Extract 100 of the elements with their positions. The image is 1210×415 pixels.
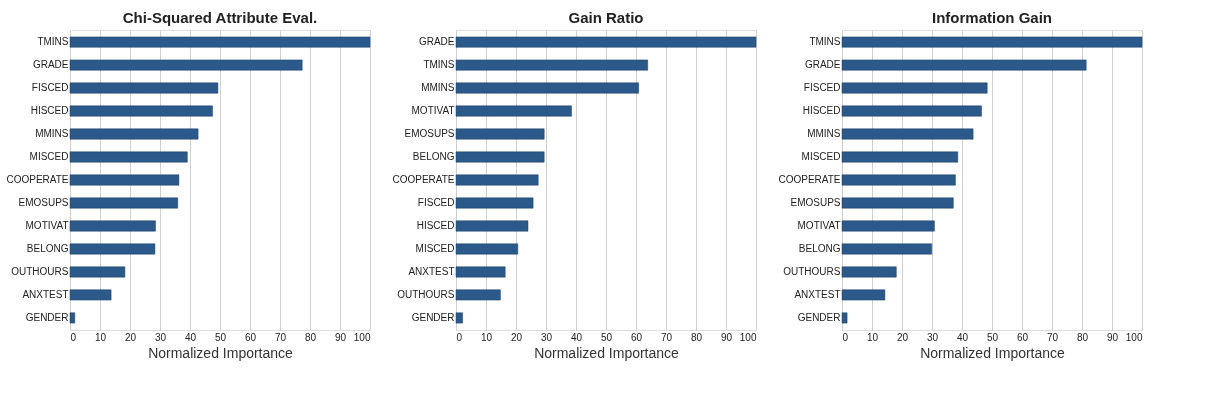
y-tick-label: EMOSUPS	[790, 196, 841, 208]
x-tick-label: 80	[690, 331, 703, 343]
bar	[455, 312, 463, 324]
x-tick-label: 80	[1076, 331, 1089, 343]
x-tick-label: 30	[926, 331, 939, 343]
bar	[841, 151, 959, 163]
y-tick-label: MOTIVAT	[797, 219, 841, 231]
chart-title: Information Gain	[932, 9, 1052, 26]
chart-title: Chi-Squared Attribute Eval.	[122, 9, 318, 26]
y-tick-label: GRADE	[32, 59, 69, 71]
chart-title: Gain Ratio	[568, 9, 644, 26]
y-tick-label: FISCED	[417, 196, 455, 208]
x-tick-label: 80	[304, 331, 317, 343]
x-tick-label: 90	[1106, 331, 1119, 343]
bar	[455, 59, 648, 71]
bar	[69, 174, 180, 186]
x-tick-label: 90	[334, 331, 347, 343]
bar	[69, 266, 126, 278]
x-tick-label: 70	[274, 331, 287, 343]
bar	[69, 197, 178, 209]
y-tick-label: ANXTEST	[408, 265, 455, 277]
bar	[841, 128, 974, 140]
y-tick-label: MMINS	[807, 128, 841, 140]
bar	[841, 312, 848, 324]
x-tick-label: 40	[570, 331, 583, 343]
y-tick-label: GRADE	[804, 59, 841, 71]
bar	[841, 289, 886, 301]
bar	[841, 82, 988, 94]
x-tick-label: 60	[1016, 331, 1029, 343]
y-tick-label: HISCED	[30, 105, 69, 117]
x-tick-label: 20	[896, 331, 909, 343]
x-axis-title: Normalized Importance	[534, 344, 680, 361]
y-tick-label: ANXTEST	[22, 288, 69, 300]
bar	[69, 289, 112, 301]
x-tick-label: 10	[94, 331, 107, 343]
bar	[455, 36, 757, 48]
bar	[841, 243, 932, 255]
bar	[455, 82, 639, 94]
x-tick-label: 60	[244, 331, 257, 343]
y-tick-label: MMINS	[421, 82, 455, 94]
y-tick-label: MOTIVAT	[25, 219, 69, 231]
y-tick-label: MISCED	[415, 242, 455, 254]
x-tick-label: 0	[842, 331, 849, 343]
bar	[69, 82, 219, 94]
x-tick-label: 20	[510, 331, 523, 343]
y-tick-label: GENDER	[797, 311, 841, 323]
x-tick-label: 30	[540, 331, 553, 343]
y-tick-label: GENDER	[25, 311, 69, 323]
bar	[841, 59, 1087, 71]
x-tick-label: 50	[600, 331, 613, 343]
y-tick-label: HISCED	[802, 105, 841, 117]
bar	[841, 266, 897, 278]
y-tick-label: EMOSUPS	[404, 128, 455, 140]
y-tick-label: TMINS	[37, 36, 69, 48]
x-tick-label: 40	[184, 331, 197, 343]
bar	[455, 151, 545, 163]
y-tick-label: TMINS	[809, 36, 841, 48]
bar	[69, 151, 188, 163]
bar	[69, 312, 76, 324]
y-tick-label: FISCED	[803, 82, 841, 94]
bar	[841, 174, 956, 186]
x-tick-label: 50	[986, 331, 999, 343]
y-tick-label: BELONG	[412, 151, 455, 163]
bar	[455, 289, 501, 301]
y-tick-label: MOTIVAT	[411, 105, 455, 117]
y-tick-label: EMOSUPS	[18, 196, 69, 208]
x-tick-label: 100	[1125, 331, 1143, 343]
x-tick-label: 20	[124, 331, 137, 343]
y-tick-label: BELONG	[26, 242, 69, 254]
bar	[841, 105, 982, 117]
y-tick-label: COOPERATE	[392, 174, 455, 185]
y-tick-label: BELONG	[798, 242, 841, 254]
x-tick-label: 70	[660, 331, 673, 343]
x-tick-label: 30	[154, 331, 167, 343]
bar	[69, 220, 156, 232]
y-tick-label: MISCED	[29, 151, 69, 163]
bar	[455, 266, 506, 278]
y-tick-label: TMINS	[423, 59, 455, 71]
x-tick-label: 90	[720, 331, 733, 343]
bar	[455, 174, 539, 186]
y-tick-label: OUTHOURS	[11, 265, 69, 277]
x-tick-label: 40	[956, 331, 969, 343]
y-tick-label: GRADE	[418, 36, 455, 48]
x-tick-label: 100	[353, 331, 371, 343]
y-tick-label: HISCED	[416, 219, 455, 231]
y-tick-label: OUTHOURS	[783, 265, 841, 277]
x-tick-label: 0	[456, 331, 463, 343]
bar	[69, 36, 371, 48]
y-tick-label: COOPERATE	[6, 174, 69, 185]
x-tick-label: 70	[1046, 331, 1059, 343]
y-tick-label: COOPERATE	[778, 174, 841, 185]
bar	[69, 128, 199, 140]
bar	[69, 105, 213, 117]
y-tick-label: ANXTEST	[794, 288, 841, 300]
y-tick-label: MISCED	[801, 151, 841, 163]
x-axis-title: Normalized Importance	[148, 344, 294, 361]
bar	[455, 220, 529, 232]
bar	[455, 128, 545, 140]
bar	[69, 243, 156, 255]
x-tick-label: 100	[739, 331, 757, 343]
